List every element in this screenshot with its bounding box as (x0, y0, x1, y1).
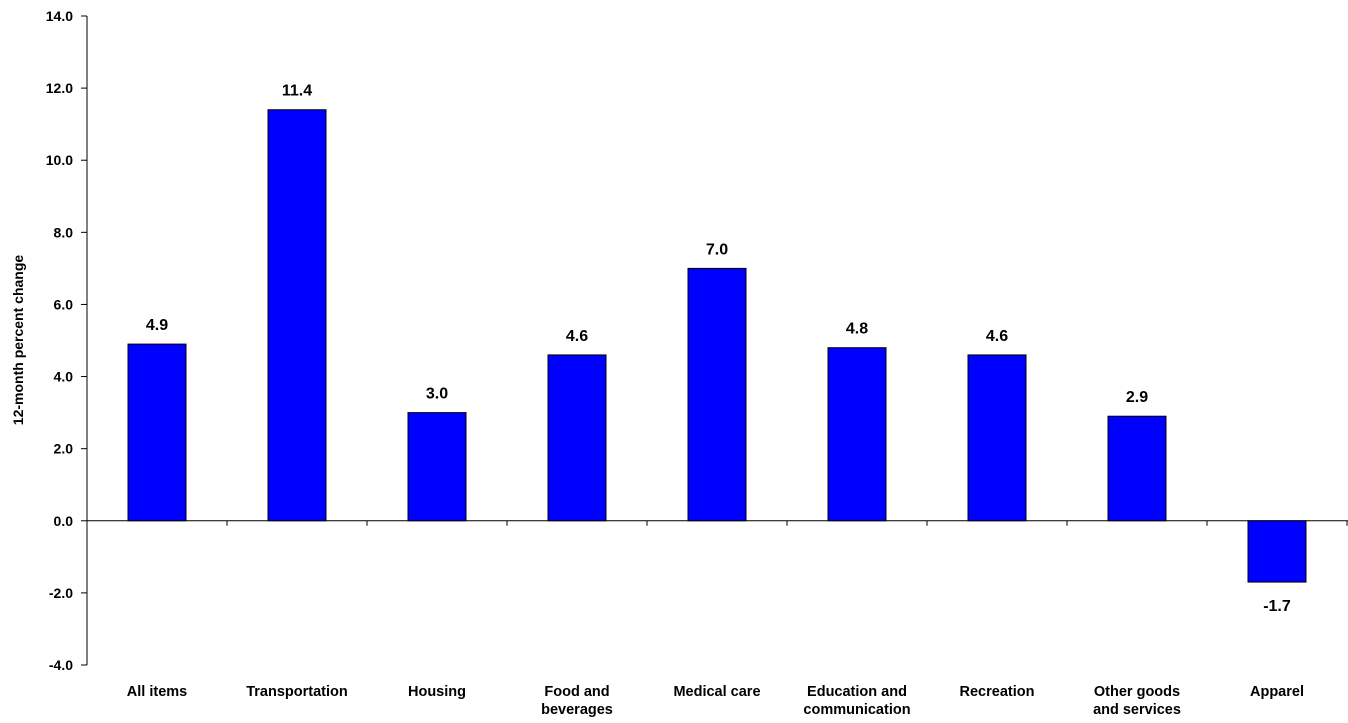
y-tick-label: 12.0 (46, 80, 73, 96)
data-label-8: -1.7 (1263, 598, 1291, 615)
y-tick-label: 8.0 (54, 224, 74, 240)
bar-4 (687, 267, 747, 522)
category-label-7: and services (1093, 702, 1181, 718)
y-tick-label: 6.0 (54, 296, 74, 312)
bar-0 (127, 343, 187, 522)
y-axis-title-group: 12-month percent change (10, 255, 26, 426)
y-tick-label: 10.0 (46, 152, 73, 168)
y-tick-label: 2.0 (54, 441, 74, 457)
y-tick-label: -2.0 (49, 585, 73, 601)
bar-8 (1247, 520, 1307, 583)
category-label-3: Food and (544, 684, 609, 700)
data-label-0: 4.9 (146, 317, 168, 334)
category-label-5: Education and (807, 684, 907, 700)
y-tick-label: 0.0 (54, 513, 74, 529)
category-label-0: All items (127, 684, 187, 700)
bar-7 (1107, 415, 1167, 522)
bar-3 (547, 354, 607, 522)
bar-5 (827, 347, 887, 522)
data-label-2: 3.0 (426, 386, 448, 403)
category-label-5: communication (803, 702, 910, 718)
bar-2 (407, 412, 467, 522)
category-label-2: Housing (408, 684, 466, 700)
category-label-4: Medical care (673, 684, 760, 700)
data-label-3: 4.6 (566, 328, 588, 345)
y-tick-label: 14.0 (46, 8, 73, 24)
bar-1 (267, 109, 327, 522)
y-tick-label: -4.0 (49, 657, 73, 673)
category-label-1: Transportation (246, 684, 348, 700)
data-label-5: 4.8 (846, 321, 868, 338)
data-label-6: 4.6 (986, 328, 1008, 345)
category-label-7: Other goods (1094, 684, 1180, 700)
bar-6 (967, 354, 1027, 522)
category-label-8: Apparel (1250, 684, 1304, 700)
plot-area: -4.0 -2.0 0.0 2.0 4.0 6.0 8.0 10.0 12.0 14.0 4.9 Al… (46, 8, 1348, 718)
y-axis-title: 12-month percent change (10, 255, 26, 426)
data-label-7: 2.9 (1126, 389, 1148, 406)
data-label-4: 7.0 (706, 241, 728, 258)
y-tick-label: 4.0 (54, 369, 74, 385)
category-label-6: Recreation (960, 684, 1035, 700)
data-label-1: 11.4 (282, 83, 312, 100)
category-label-3: beverages (541, 702, 613, 718)
